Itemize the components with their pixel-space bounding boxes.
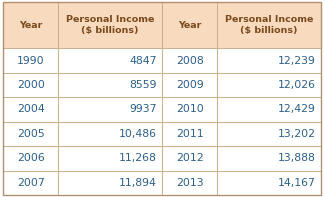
Bar (58, 171, 162, 195)
Text: 12,026: 12,026 (278, 80, 316, 90)
Bar (3, 48, 58, 73)
Text: 2011: 2011 (176, 129, 203, 139)
Text: 9937: 9937 (130, 104, 157, 114)
Bar (162, 146, 217, 171)
Bar (3, 122, 58, 146)
Text: Year: Year (178, 21, 201, 30)
Text: 2004: 2004 (17, 104, 45, 114)
Bar (217, 97, 321, 122)
Bar (217, 171, 321, 195)
Bar (162, 48, 217, 73)
Text: 4847: 4847 (130, 56, 157, 66)
Text: 2006: 2006 (17, 153, 45, 163)
Text: 10,486: 10,486 (119, 129, 157, 139)
Text: 2007: 2007 (17, 178, 45, 188)
Bar (162, 2, 217, 48)
Text: Personal Income
($ billions): Personal Income ($ billions) (66, 15, 155, 35)
Bar (3, 97, 58, 122)
Text: 11,268: 11,268 (119, 153, 157, 163)
Text: 13,888: 13,888 (278, 153, 316, 163)
Text: 2008: 2008 (176, 56, 203, 66)
Bar (58, 97, 162, 122)
Text: 14,167: 14,167 (278, 178, 316, 188)
Bar (58, 48, 162, 73)
Bar (58, 146, 162, 171)
Text: 2010: 2010 (176, 104, 203, 114)
Bar (217, 73, 321, 97)
Text: 2013: 2013 (176, 178, 203, 188)
Bar (3, 73, 58, 97)
Text: 11,894: 11,894 (119, 178, 157, 188)
Text: Year: Year (19, 21, 42, 30)
Bar (3, 146, 58, 171)
Text: 12,429: 12,429 (278, 104, 316, 114)
Bar (217, 146, 321, 171)
Bar (217, 122, 321, 146)
Text: 13,202: 13,202 (278, 129, 316, 139)
Text: 8559: 8559 (130, 80, 157, 90)
Text: 1990: 1990 (17, 56, 45, 66)
Text: 12,239: 12,239 (278, 56, 316, 66)
Text: 2005: 2005 (17, 129, 45, 139)
Bar (162, 97, 217, 122)
Bar (217, 2, 321, 48)
Bar (217, 48, 321, 73)
Text: 2009: 2009 (176, 80, 203, 90)
Bar (58, 73, 162, 97)
Bar (162, 171, 217, 195)
Bar (162, 73, 217, 97)
Text: Personal Income
($ billions): Personal Income ($ billions) (225, 15, 313, 35)
Text: 2000: 2000 (17, 80, 45, 90)
Bar (58, 2, 162, 48)
Bar (162, 122, 217, 146)
Bar (3, 2, 58, 48)
Bar (3, 171, 58, 195)
Bar (58, 122, 162, 146)
Text: 2012: 2012 (176, 153, 203, 163)
